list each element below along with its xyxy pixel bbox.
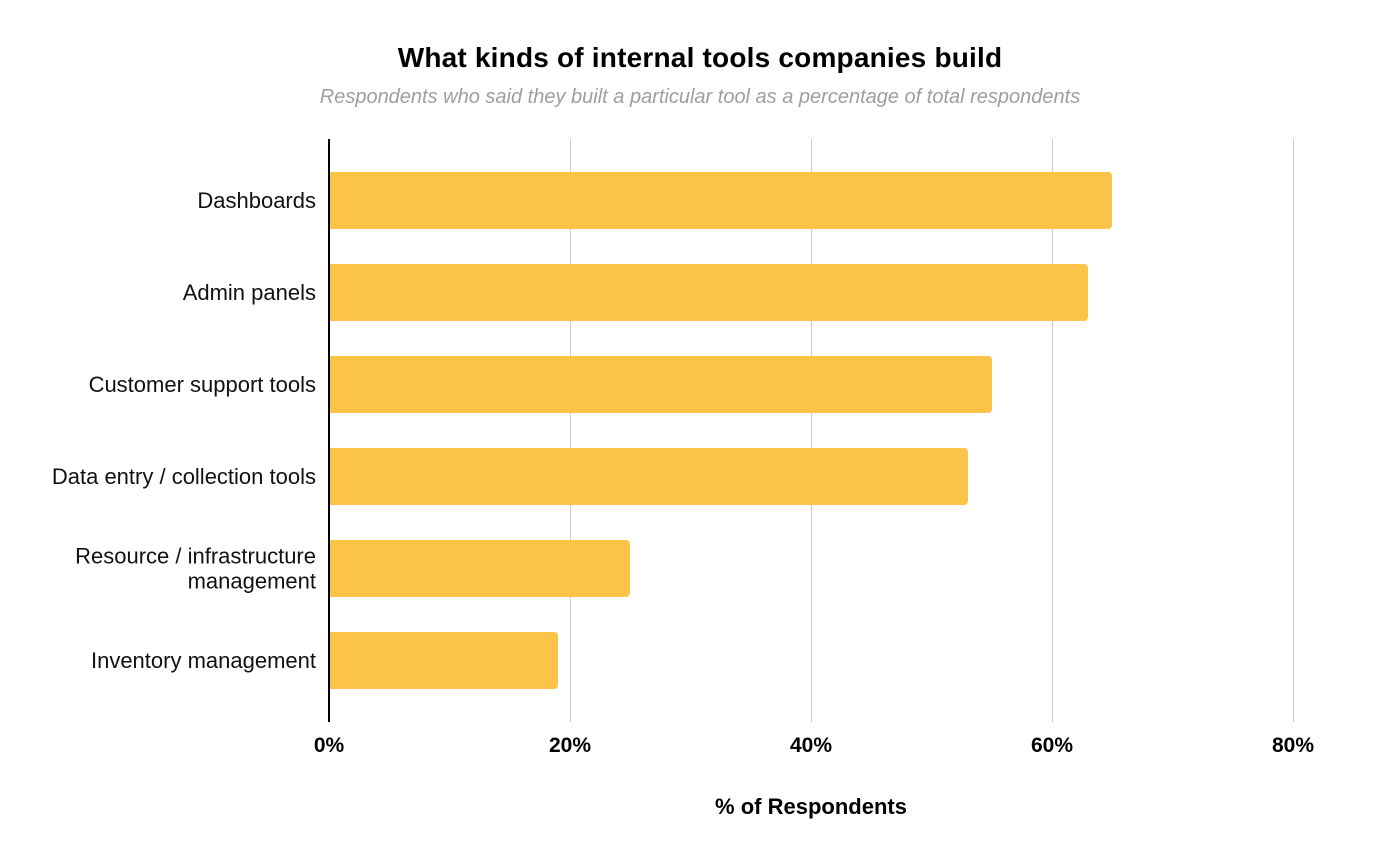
gridline-20	[570, 139, 571, 722]
category-label: Admin panels	[182, 279, 316, 305]
plot-area: Dashboards Admin panels Customer support t…	[52, 139, 1314, 819]
category-label: Data entry / collection tools	[51, 463, 316, 489]
x-tick-label-40: 40%	[789, 734, 833, 757]
bar-customer-support-tools	[329, 356, 992, 413]
x-tick-label-0: 0%	[313, 734, 345, 757]
bar-inventory-management	[329, 632, 558, 689]
bar-row: Data entry / collection tools	[52, 448, 1293, 505]
bar-rows: Dashboards Admin panels Customer support t…	[52, 139, 1293, 722]
bar-data-entry-collection-tools	[329, 448, 968, 505]
category-label: Resource / infrastructure management	[75, 542, 316, 594]
category-label: Inventory management	[90, 647, 316, 673]
gridline-40	[811, 139, 812, 722]
x-tick-label-20: 20%	[548, 734, 592, 757]
category-label: Dashboards	[197, 187, 316, 213]
bar-row: Customer support tools	[89, 356, 1293, 413]
bar-row: Inventory management	[91, 632, 1293, 689]
category-label: Customer support tools	[88, 371, 316, 397]
bar-row: Resource / infrastructure management	[75, 540, 1293, 597]
x-tick-label-80: 80%	[1271, 734, 1315, 757]
gridline-60	[1052, 139, 1053, 722]
gridline-80	[1293, 139, 1294, 722]
bar-admin-panels	[329, 264, 1089, 321]
bar-dashboards	[329, 172, 1113, 229]
chart-title: What kinds of internal tools companies b…	[397, 42, 1003, 73]
bar-row: Dashboards	[197, 172, 1293, 229]
bar-row: Admin panels	[183, 264, 1293, 321]
x-tick-label-60: 60%	[1030, 734, 1074, 757]
x-axis-title: % of Respondents	[715, 794, 907, 819]
chart-subtitle: Respondents who said they built a partic…	[319, 86, 1081, 108]
y-axis-line	[328, 139, 330, 722]
bar-resource-infrastructure-management	[329, 540, 631, 597]
